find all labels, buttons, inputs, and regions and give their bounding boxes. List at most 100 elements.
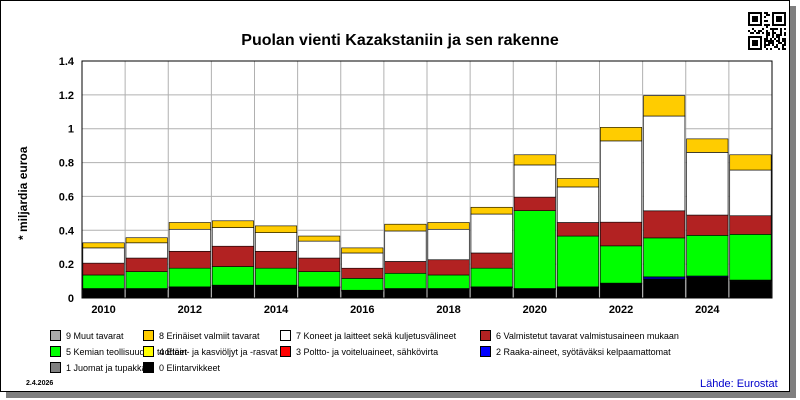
bar-segment bbox=[211, 266, 254, 286]
bar-segment bbox=[600, 245, 643, 284]
source-label[interactable]: Lähde: Eurostat bbox=[700, 378, 778, 390]
bar-segment bbox=[427, 289, 470, 299]
bar-segment bbox=[729, 215, 772, 235]
legend-label: 5 Kemian teollisuuden tuotteet bbox=[66, 346, 188, 357]
bar-segment bbox=[643, 95, 686, 117]
y-tick-label: 1.4 bbox=[59, 56, 75, 68]
x-tick-label: 2014 bbox=[264, 304, 289, 316]
date-stamp: 2.4.2026 bbox=[26, 380, 54, 387]
legend-label: 3 Poltto- ja voiteluaineet, sähkövirta bbox=[296, 346, 439, 357]
x-tick-label: 2016 bbox=[350, 304, 374, 316]
bar-segment bbox=[82, 262, 125, 276]
bar-segment bbox=[556, 235, 599, 288]
legend-swatch bbox=[280, 330, 291, 341]
legend-label: 7 Koneet ja laitteet sekä kuljetusväline… bbox=[296, 330, 457, 341]
y-tick-label: 0.8 bbox=[59, 158, 74, 170]
bar-segment bbox=[384, 230, 427, 262]
bar-segment bbox=[513, 164, 556, 198]
bar-segment bbox=[82, 289, 125, 299]
bar-segment bbox=[513, 210, 556, 289]
legend-item: 3 Poltto- ja voiteluaineet, sähkövirta bbox=[280, 346, 438, 357]
legend-item: 2 Raaka-aineet, syötäväksi kelpaamattoma… bbox=[480, 346, 671, 357]
bar-segment bbox=[82, 274, 125, 289]
bar-segment bbox=[168, 222, 211, 230]
bar-segment bbox=[513, 154, 556, 166]
legend-item: 0 Elintarvikkeet bbox=[143, 362, 220, 373]
legend-swatch bbox=[143, 330, 154, 341]
bar-segment bbox=[125, 289, 168, 299]
bar-segment bbox=[643, 115, 686, 212]
bar-segment bbox=[600, 127, 643, 142]
bar-segment bbox=[470, 213, 513, 254]
legend-swatch bbox=[480, 330, 491, 341]
bar-segment bbox=[168, 250, 211, 269]
bar-segment bbox=[125, 271, 168, 289]
bar-segment bbox=[341, 247, 384, 254]
bar-segment bbox=[513, 289, 556, 299]
bar-segment bbox=[211, 245, 254, 267]
bar-segment bbox=[255, 232, 298, 252]
bar-segment bbox=[556, 178, 599, 188]
legend-item: 4 Eläin- ja kasviöljyt ja -rasvat bbox=[143, 346, 278, 357]
y-tick-label: 0.6 bbox=[59, 191, 74, 203]
bar-segment bbox=[643, 210, 686, 239]
legend-swatch bbox=[480, 346, 491, 357]
bar-segment bbox=[211, 227, 254, 247]
y-tick-label: 1 bbox=[68, 124, 74, 136]
bar-segment bbox=[341, 252, 384, 269]
bar-segment bbox=[729, 169, 772, 217]
bar-segment bbox=[427, 259, 470, 276]
bar-segment bbox=[643, 279, 686, 299]
bar-segment bbox=[556, 186, 599, 223]
chart-title: Puolan vienti Kazakstaniin ja sen rakenn… bbox=[241, 32, 559, 49]
bar-segment bbox=[255, 267, 298, 286]
bar-segment bbox=[600, 140, 643, 223]
legend-item: 7 Koneet ja laitteet sekä kuljetusväline… bbox=[280, 330, 456, 341]
bar-segment bbox=[513, 196, 556, 211]
bar-segment bbox=[384, 261, 427, 274]
legend-label: 0 Elintarvikkeet bbox=[159, 362, 221, 373]
legend-item: 9 Muut tavarat bbox=[50, 330, 124, 341]
bar-segment bbox=[82, 247, 125, 264]
x-tick-label: 2022 bbox=[609, 304, 633, 316]
x-tick-label: 2024 bbox=[695, 304, 720, 316]
bar-segment bbox=[384, 272, 427, 289]
bar-segment bbox=[686, 152, 729, 216]
bar-segment bbox=[341, 290, 384, 299]
legend-label: 4 Eläin- ja kasviöljyt ja -rasvat bbox=[159, 346, 278, 357]
legend-label: 1 Juomat ja tupakka bbox=[66, 362, 147, 373]
bar-segment bbox=[729, 234, 772, 281]
legend-swatch bbox=[143, 346, 154, 357]
bar-segment bbox=[298, 287, 341, 299]
bar-segment bbox=[298, 235, 341, 242]
bar-segment bbox=[168, 228, 211, 252]
bar-segment bbox=[600, 284, 643, 299]
qr-code-icon[interactable] bbox=[748, 12, 786, 50]
bar-segment bbox=[427, 222, 470, 230]
bar-segment bbox=[470, 252, 513, 269]
frame-shadow-right bbox=[790, 6, 796, 398]
bar-segment bbox=[255, 225, 298, 233]
bar-segment bbox=[600, 221, 643, 247]
bar-segment bbox=[384, 289, 427, 299]
bar-segment bbox=[427, 274, 470, 289]
bar-segment bbox=[168, 287, 211, 299]
bar-segment bbox=[255, 285, 298, 299]
legend: 9 Muut tavarat 8 Erinäiset valmiit tavara… bbox=[50, 330, 770, 380]
y-tick-label: 0.4 bbox=[59, 225, 75, 237]
legend-swatch bbox=[50, 362, 61, 373]
legend-swatch bbox=[50, 346, 61, 357]
bar-segment bbox=[168, 267, 211, 288]
bar-segment bbox=[82, 242, 125, 249]
frame-shadow-bottom bbox=[6, 392, 796, 398]
legend-label: 8 Erinäiset valmiit tavarat bbox=[159, 330, 260, 341]
y-tick-label: 0 bbox=[68, 293, 74, 305]
bar-segment bbox=[427, 228, 470, 261]
legend-label: 2 Raaka-aineet, syötäväksi kelpaamattoma… bbox=[496, 346, 671, 357]
bar-segment bbox=[686, 277, 729, 299]
bar-segment bbox=[729, 280, 772, 299]
bar-segment bbox=[384, 223, 427, 232]
plot-border bbox=[81, 60, 773, 299]
bar-segment bbox=[729, 154, 772, 171]
bar-segment bbox=[211, 220, 254, 228]
